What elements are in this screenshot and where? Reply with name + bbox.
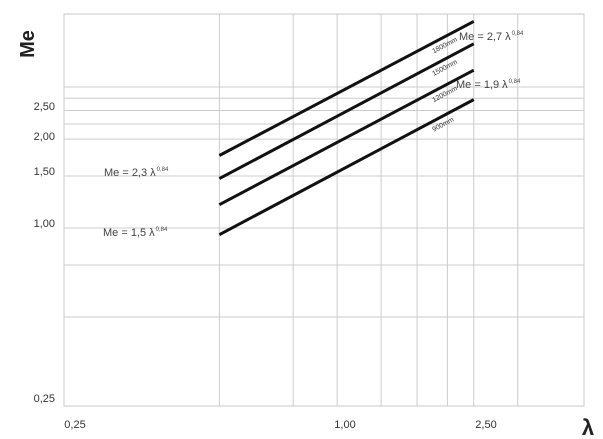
equation-1200-text: Me = 1,9 λ — [456, 79, 508, 91]
y-tick-label: 1,50 — [34, 166, 55, 178]
vertical-grid — [218, 14, 519, 406]
x-tick-label: 0,25 — [64, 419, 85, 431]
y-axis-label: Me — [17, 30, 39, 58]
curve-label-1200mm: 1200mm — [431, 85, 458, 104]
equation-900-label: Me = 1,5 λ0,84 — [103, 227, 168, 239]
equation-1800-label: Me = 2,7 λ0,84 — [459, 31, 524, 43]
equation-900-exponent: 0,84 — [156, 227, 168, 233]
y-tick-labels: 0,25 1,00 1,50 2,00 2,50 — [34, 101, 55, 405]
equation-1800-text: Me = 2,7 λ — [459, 31, 511, 43]
curve-label-1500mm: 1500mm — [431, 59, 458, 78]
series-line-1200mm — [218, 68, 475, 206]
y-tick-label: 0,25 — [34, 393, 55, 405]
x-axis-label: λ — [582, 415, 594, 439]
series-group — [218, 20, 475, 236]
x-tick-label: 1,00 — [334, 419, 355, 431]
y-tick-label: 1,00 — [34, 218, 55, 230]
x-tick-labels: 0,25 1,00 2,50 — [64, 419, 496, 431]
y-tick-label: 2,50 — [34, 101, 55, 113]
x-tick-label: 2,50 — [475, 419, 496, 431]
plot-frame — [63, 13, 585, 407]
equation-1500-text: Me = 2,3 λ — [104, 167, 156, 179]
equation-1200-exponent: 0,84 — [509, 79, 521, 85]
equation-1500-exponent: 0,84 — [157, 167, 169, 173]
equation-1200-label: Me = 1,9 λ0,84 — [456, 79, 521, 91]
series-line-900mm — [218, 98, 475, 236]
equation-1800-exponent: 0,84 — [512, 31, 524, 37]
y-tick-label: 2,00 — [34, 131, 55, 143]
series-line-1800mm — [218, 20, 475, 157]
series-line-1500mm — [218, 42, 475, 180]
equation-annotations: Me = 2,7 λ0,84 Me = 1,9 λ0,84 Me = 2,3 λ… — [103, 31, 524, 239]
equation-1500-label: Me = 2,3 λ0,84 — [104, 167, 169, 179]
equation-900-text: Me = 1,5 λ — [103, 227, 155, 239]
